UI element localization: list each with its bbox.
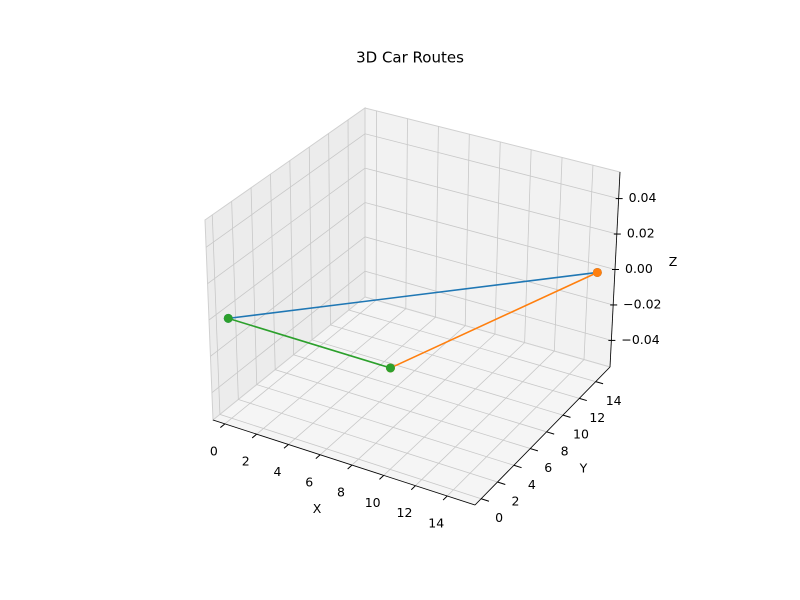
y-tick-label: 10 — [573, 427, 589, 442]
y-axis — [474, 366, 611, 506]
grid-line — [210, 236, 614, 357]
route-point — [592, 267, 602, 277]
grid-line — [351, 141, 501, 466]
y-tick — [579, 397, 587, 402]
x-tick — [251, 433, 257, 439]
x-tick — [347, 464, 353, 470]
grid-line — [205, 133, 619, 248]
grid-line — [328, 133, 580, 399]
z-axis — [609, 171, 621, 368]
grid-line — [347, 119, 596, 383]
route-line — [228, 271, 598, 320]
z-tick-label: 0.00 — [625, 261, 653, 276]
y-tick — [513, 464, 522, 469]
route-line — [228, 317, 391, 369]
x-tick-label: 12 — [397, 505, 413, 520]
x-tick-label: 14 — [428, 515, 444, 530]
x-tick — [283, 444, 289, 449]
route-point — [223, 313, 233, 323]
y-tick — [546, 431, 555, 435]
y-tick — [595, 381, 604, 385]
grid-line — [256, 118, 408, 435]
grid-line — [289, 160, 547, 433]
y-tick-label: 8 — [561, 443, 569, 458]
y-tick — [497, 481, 506, 485]
grid-line — [211, 270, 612, 394]
y-tick-label: 2 — [512, 494, 520, 509]
grid-line — [319, 134, 470, 456]
grid-line — [446, 165, 594, 497]
y-tick — [530, 448, 539, 452]
y-axis-label: Y — [579, 461, 588, 476]
grid-line — [250, 187, 514, 466]
x-tick — [220, 423, 226, 428]
grid-line — [211, 214, 482, 500]
chart-title: 3D Car Routes — [356, 49, 464, 67]
x-axis-label: X — [313, 501, 322, 516]
x-tick — [379, 475, 385, 480]
x-tick-label: 0 — [210, 443, 218, 458]
y-tick — [480, 498, 490, 502]
y-tick-label: 6 — [544, 460, 552, 475]
y-tick-label: 4 — [528, 477, 536, 492]
x-tick — [410, 485, 416, 491]
grid-line — [383, 149, 532, 476]
y-tick-label: 14 — [606, 393, 622, 408]
y-tick-label: 0 — [495, 510, 503, 525]
x-tick-label: 8 — [337, 485, 345, 500]
z-tick-label: −0.02 — [623, 296, 661, 311]
x-tick-label: 2 — [242, 454, 250, 469]
x-tick-label: 4 — [273, 464, 281, 479]
x-axis — [212, 419, 476, 506]
z-axis-label: Z — [669, 254, 678, 269]
grid-line — [288, 126, 439, 445]
grid-line — [415, 157, 563, 486]
route-line — [390, 271, 598, 369]
grid-line — [207, 167, 617, 284]
x-tick — [315, 454, 321, 460]
z-tick-label: 0.02 — [627, 226, 655, 241]
z-tick-label: −0.04 — [621, 332, 659, 347]
x-tick-label: 10 — [365, 495, 381, 510]
grid-line — [231, 201, 498, 483]
y-tick-label: 12 — [589, 410, 605, 425]
y-tick — [562, 414, 571, 418]
grid-line — [308, 147, 564, 416]
z-tick-label: 0.04 — [629, 190, 657, 205]
grid-line — [270, 174, 531, 449]
x-tick — [442, 495, 448, 501]
grid-line — [208, 202, 616, 321]
route-point — [385, 363, 395, 373]
x-tick-label: 6 — [305, 474, 313, 489]
